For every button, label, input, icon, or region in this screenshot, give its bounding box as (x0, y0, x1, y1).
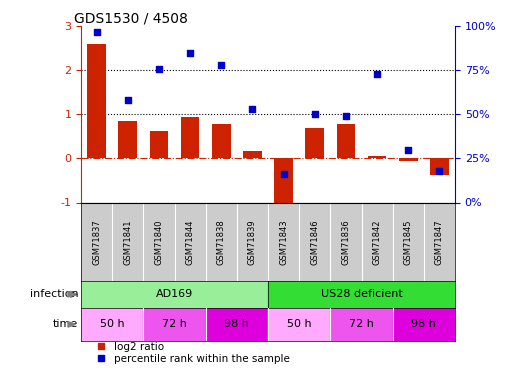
Text: GSM71836: GSM71836 (342, 219, 350, 265)
Bar (212, 124, 231, 158)
Text: GSM71838: GSM71838 (217, 219, 226, 265)
Bar (243, 150, 262, 158)
Bar (274, 158, 293, 205)
Bar (305, 128, 324, 158)
Text: GSM71843: GSM71843 (279, 219, 288, 265)
Bar (331, 308, 393, 341)
Text: GSM71840: GSM71840 (154, 219, 164, 265)
Bar (368, 156, 386, 158)
Text: GSM71844: GSM71844 (186, 219, 195, 265)
Point (248, 106, 257, 112)
Legend: log2 ratio, percentile rank within the sample: log2 ratio, percentile rank within the s… (86, 338, 294, 368)
Text: GSM71845: GSM71845 (404, 219, 413, 265)
Text: GSM71837: GSM71837 (92, 219, 101, 265)
Point (123, 97, 132, 103)
Point (279, 171, 288, 177)
Point (186, 50, 195, 56)
Point (404, 147, 413, 153)
Point (93, 28, 101, 34)
Point (217, 62, 225, 68)
Bar (268, 308, 331, 341)
Bar (393, 308, 455, 341)
Text: 72 h: 72 h (349, 320, 374, 329)
Bar (181, 117, 199, 158)
Point (155, 66, 163, 72)
Bar (87, 44, 106, 158)
Text: GSM71847: GSM71847 (435, 219, 444, 265)
Text: GSM71841: GSM71841 (123, 219, 132, 265)
Bar (118, 121, 137, 158)
Bar (399, 158, 417, 160)
Text: infection: infection (30, 290, 78, 299)
Text: GDS1530 / 4508: GDS1530 / 4508 (74, 11, 187, 25)
Bar (150, 130, 168, 158)
Point (342, 113, 350, 119)
Bar (206, 308, 268, 341)
Point (435, 168, 444, 174)
Text: AD169: AD169 (156, 290, 193, 299)
Text: 72 h: 72 h (162, 320, 187, 329)
Bar (268, 281, 455, 308)
Text: GSM71839: GSM71839 (248, 219, 257, 265)
Text: 50 h: 50 h (287, 320, 312, 329)
Bar (81, 308, 143, 341)
Text: time: time (53, 320, 78, 329)
Point (311, 111, 319, 117)
Bar (337, 124, 355, 158)
Text: 50 h: 50 h (100, 320, 124, 329)
Text: GSM71846: GSM71846 (310, 219, 319, 265)
Text: 98 h: 98 h (224, 320, 249, 329)
Bar (143, 308, 206, 341)
Text: US28 deficient: US28 deficient (321, 290, 402, 299)
Bar (430, 158, 449, 175)
Text: 98 h: 98 h (412, 320, 436, 329)
Text: GSM71842: GSM71842 (372, 219, 382, 265)
Bar (81, 281, 268, 308)
Point (373, 71, 381, 77)
